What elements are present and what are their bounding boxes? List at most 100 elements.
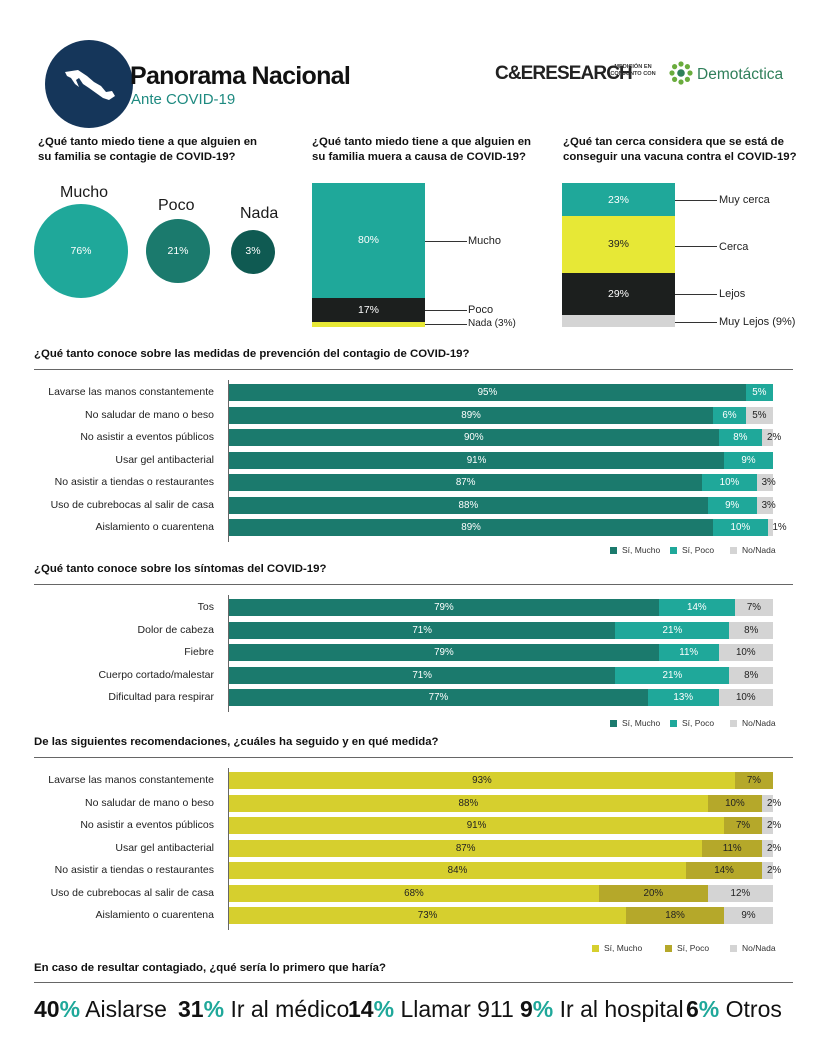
q6-bar-segment (229, 884, 599, 902)
q5-bar-segment (229, 644, 659, 661)
q4-bar-segment (707, 496, 757, 514)
q3-leader-cerca (675, 246, 717, 247)
q2-leader-nada (425, 324, 467, 325)
q4-bar-segment (756, 474, 773, 491)
q4-bar-segment (718, 429, 763, 446)
q4-bar-segment (724, 451, 773, 469)
q3-value-muy-cerca: 23% (607, 194, 629, 206)
q5-question: ¿Qué tanto conoce sobre los síntomas del… (34, 563, 327, 575)
q5-row-label: Fiebre (184, 646, 214, 658)
q6-legend-nada: No/Nada (730, 943, 776, 953)
q5-bar-segment (718, 644, 773, 661)
q6-question: De las siguientes recomendaciones, ¿cuál… (34, 736, 439, 748)
q6-bar-value: 7% (746, 775, 762, 786)
q4-bar-segment (229, 429, 719, 446)
q6-bar-segment (762, 794, 773, 812)
q4-bar-value: 2% (767, 432, 782, 443)
q7-item-hospital: 9% Ir al hospital (520, 996, 684, 1022)
q4-bar-value: 88% (458, 499, 479, 511)
q4-bar-value: 87% (455, 477, 476, 488)
q6-bar-value: 14% (714, 865, 734, 876)
q5-legend-mucho: Sí, Mucho (610, 718, 660, 728)
q4-legend-poco: Sí, Poco (670, 545, 714, 555)
q5-bar-segment (658, 599, 735, 616)
q3-bar-cerca (562, 216, 675, 273)
q6-axis (228, 768, 229, 930)
q5-bar-segment (229, 599, 659, 616)
q3-question: ¿Qué tan cerca considera que se está de … (563, 136, 797, 163)
q5-legend-nada: No/Nada (730, 718, 776, 728)
q5-bar-value: 13% (673, 692, 694, 703)
q4-bar-segment (229, 496, 708, 514)
q2-label-poco: Poco (468, 304, 494, 316)
q6-bar-value: 2% (767, 797, 782, 809)
q6-bar-segment (685, 862, 763, 879)
q4-question: ¿Qué tanto conoce sobre las medidas de p… (34, 348, 470, 360)
q6-bar-segment (598, 884, 708, 902)
mexico-map-logo (45, 40, 133, 128)
q1-circle-mucho (34, 204, 128, 298)
q4-bar-value: 90% (463, 432, 484, 443)
q2-bar-poco (312, 298, 425, 322)
q5-chart: Tos 79% 14% 7% Dolor de cabeza 71% 21% 8% Fiebre… (0, 595, 822, 715)
page-title: Panorama Nacional (130, 62, 351, 90)
q5-bar-value: 21% (662, 624, 683, 636)
q3-leader-muy-cerca (675, 200, 717, 201)
q5-bar-value: 8% (744, 624, 759, 636)
q5-bar-value: 79% (434, 602, 454, 613)
q5-bar-value: 7% (746, 602, 762, 613)
q5-bar-segment (729, 621, 773, 639)
q5-bar-segment (615, 621, 730, 639)
q6-row-label: Aislamiento o cuarentena (95, 909, 215, 921)
demotactica-logo-icon (668, 60, 694, 86)
q4-bar-value: 9% (725, 499, 740, 511)
q1-value-nada: 3% (245, 245, 261, 257)
q4-bar-value: 8% (733, 432, 748, 443)
q6-row-label: No asistir a eventos públicos (80, 819, 214, 831)
q5-row-label: Cuerpo cortado/malestar (98, 668, 214, 681)
q6-bar-value: 91% (466, 820, 487, 831)
q4-row-label: Usar gel antibacterial (115, 453, 214, 466)
q4-bar-value: 89% (461, 522, 481, 533)
q5-bar-value: 11% (679, 647, 699, 658)
q2-label-mucho: Mucho (468, 235, 502, 247)
q4-row-label: Lavarse las manos constantemente (48, 386, 214, 398)
q6-bar-value: 11% (722, 842, 742, 854)
q5-row-label: Dificultad para respirar (108, 691, 214, 703)
brand-medicion-text: MEDICIÓN EN CONJUNTO CON (610, 64, 656, 77)
q4-bar-value: 3% (761, 477, 776, 488)
q4-bar-value: 91% (466, 454, 487, 466)
q6-bar-segment (762, 817, 773, 834)
q5-bar-segment (734, 599, 773, 616)
q4-bar-segment (713, 519, 768, 536)
q6-bar-value: 9% (741, 910, 756, 921)
q6-bar-value: 12% (730, 887, 751, 899)
q4-bar-value: 89% (461, 409, 481, 421)
q1-label-poco: Poco (158, 197, 195, 214)
q7-item-aislarse: 40% Aislarse (34, 996, 167, 1022)
q6-bar-segment (626, 907, 725, 924)
q6-bar-value: 93% (472, 775, 492, 786)
q6-bar-value: 20% (643, 887, 664, 899)
q5-rule (34, 584, 793, 585)
q7-rule (34, 982, 793, 983)
brand-cie-research: C&ERESEARCH (495, 63, 633, 84)
q7-question: En caso de resultar contagiado, ¿qué ser… (34, 962, 386, 974)
q3-label-lejos: Lejos (719, 288, 746, 300)
q2-leader-poco (425, 310, 467, 311)
q1-label-nada: Nada (240, 205, 279, 222)
q6-row-label: Usar gel antibacterial (115, 841, 214, 854)
q3-label-cerca: Cerca (719, 241, 749, 253)
q4-bar-segment (713, 406, 746, 424)
q5-bar-value: 77% (428, 692, 449, 703)
q6-legend-mucho: Sí, Mucho (592, 943, 642, 953)
q6-row-label: No asistir a tiendas o restaurantes (54, 864, 214, 876)
q5-bar-value: 71% (412, 669, 432, 681)
q6-rule (34, 757, 793, 758)
q7-item-otros: 6% Otros (686, 996, 782, 1022)
q2-question: ¿Qué tanto miedo tiene a que alguien en … (312, 136, 531, 163)
q6-row-label: Lavarse las manos constantemente (48, 774, 214, 786)
q6-bar-segment (762, 862, 773, 879)
q5-bar-value: 71% (412, 624, 432, 636)
q4-row-label: No saludar de mano o beso (85, 408, 214, 421)
